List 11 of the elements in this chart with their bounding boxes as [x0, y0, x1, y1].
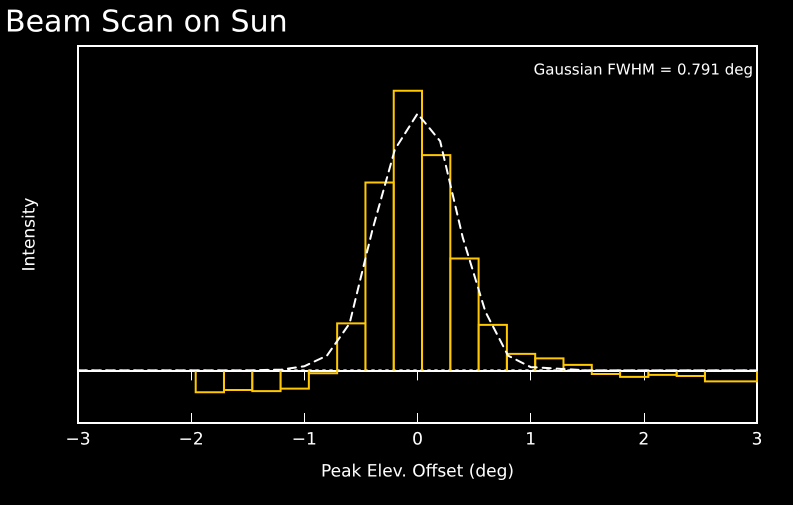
y-axis-title: Intensity — [20, 198, 40, 272]
chart-title: Beam Scan on Sun — [5, 4, 288, 40]
x-tick-label: −2 — [178, 430, 204, 450]
x-tick-label: 2 — [638, 430, 650, 450]
text: Gaussian FWHM = 0.791 deg — [534, 60, 754, 78]
x-tick-label: 1 — [525, 430, 536, 450]
x-tick-label: −1 — [292, 430, 317, 450]
x-tick-label: 0 — [412, 430, 423, 450]
x-tick-label: −3 — [65, 430, 91, 450]
x-axis-title: Peak Elev. Offset (deg) — [320, 462, 514, 482]
x-tick-label: 3 — [752, 430, 762, 450]
